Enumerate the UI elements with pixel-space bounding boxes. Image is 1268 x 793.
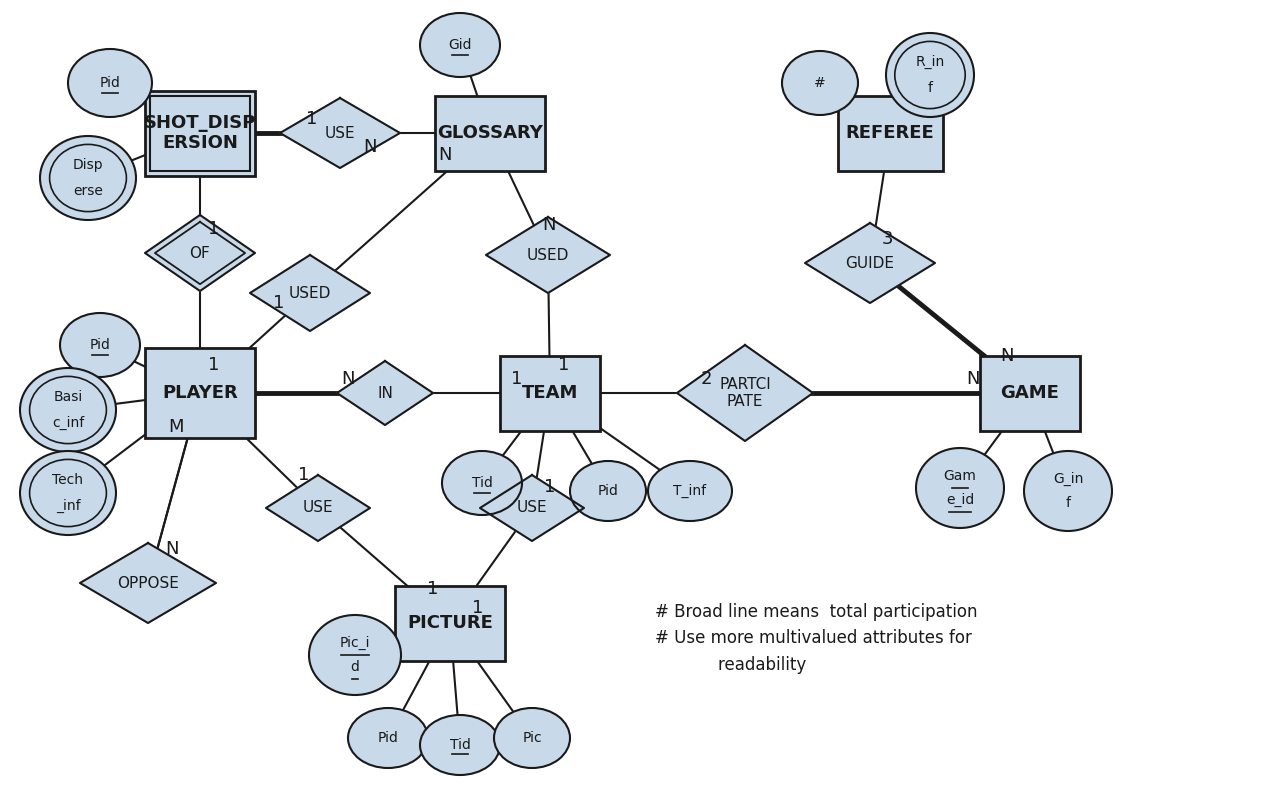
Text: 1: 1 <box>208 356 219 374</box>
Text: Pid: Pid <box>597 484 619 498</box>
Text: Tid: Tid <box>472 476 492 490</box>
Ellipse shape <box>41 136 136 220</box>
Text: IN: IN <box>377 385 393 400</box>
Text: # Use more multivalued attributes for: # Use more multivalued attributes for <box>656 630 971 647</box>
Text: USE: USE <box>516 500 548 515</box>
Text: 1: 1 <box>298 466 309 484</box>
Text: Pic_i: Pic_i <box>340 636 370 650</box>
Text: USE: USE <box>303 500 333 515</box>
Ellipse shape <box>60 313 139 377</box>
Text: 1: 1 <box>472 600 483 617</box>
Ellipse shape <box>443 451 522 515</box>
Text: N: N <box>543 216 555 234</box>
Text: 1: 1 <box>558 356 569 374</box>
Ellipse shape <box>495 708 571 768</box>
Text: M: M <box>169 418 184 436</box>
Text: #: # <box>814 76 825 90</box>
Polygon shape <box>805 223 935 303</box>
Ellipse shape <box>915 448 1004 528</box>
Text: Pid: Pid <box>100 76 120 90</box>
FancyBboxPatch shape <box>837 95 942 170</box>
Ellipse shape <box>648 461 732 521</box>
FancyBboxPatch shape <box>500 355 600 431</box>
Text: 2: 2 <box>700 370 711 388</box>
Text: GUIDE: GUIDE <box>846 255 894 270</box>
Polygon shape <box>145 215 255 291</box>
Polygon shape <box>250 255 370 331</box>
Text: 1: 1 <box>511 370 522 388</box>
Ellipse shape <box>420 715 500 775</box>
Text: N: N <box>437 146 451 163</box>
Text: 1: 1 <box>427 580 439 599</box>
FancyBboxPatch shape <box>145 90 255 175</box>
Text: c_inf: c_inf <box>52 416 84 430</box>
Polygon shape <box>80 543 216 623</box>
Ellipse shape <box>1025 451 1112 531</box>
Ellipse shape <box>420 13 500 77</box>
Text: Tid: Tid <box>450 738 470 752</box>
Ellipse shape <box>886 33 974 117</box>
Text: # Broad line means  total participation: # Broad line means total participation <box>656 603 978 621</box>
Text: Pic: Pic <box>522 731 541 745</box>
Text: USE: USE <box>325 125 355 140</box>
Polygon shape <box>677 345 813 441</box>
Text: erse: erse <box>74 184 103 197</box>
Text: Basi: Basi <box>53 390 82 404</box>
Polygon shape <box>486 217 610 293</box>
Polygon shape <box>337 361 432 425</box>
Ellipse shape <box>309 615 401 695</box>
Text: f: f <box>927 81 932 94</box>
Text: Tech: Tech <box>52 473 84 488</box>
Text: N: N <box>341 370 355 388</box>
Polygon shape <box>266 475 370 541</box>
Text: 1: 1 <box>544 478 555 496</box>
Text: Pid: Pid <box>378 731 398 745</box>
Ellipse shape <box>20 368 115 452</box>
Text: Pid: Pid <box>90 338 110 352</box>
Text: OF: OF <box>190 246 210 260</box>
Text: GAME: GAME <box>1000 384 1060 402</box>
Polygon shape <box>481 475 585 541</box>
Text: SHOT_DISP
ERSION: SHOT_DISP ERSION <box>143 113 256 152</box>
Text: Disp: Disp <box>72 159 103 172</box>
Text: 3: 3 <box>883 230 894 248</box>
FancyBboxPatch shape <box>980 355 1080 431</box>
Text: TEAM: TEAM <box>522 384 578 402</box>
FancyBboxPatch shape <box>396 585 505 661</box>
FancyBboxPatch shape <box>145 348 255 438</box>
Text: _inf: _inf <box>56 499 80 512</box>
Text: USED: USED <box>289 285 331 301</box>
Text: T_inf: T_inf <box>673 484 706 498</box>
FancyBboxPatch shape <box>435 95 545 170</box>
Polygon shape <box>280 98 399 168</box>
Text: G_in: G_in <box>1052 472 1083 486</box>
Text: N: N <box>165 540 179 557</box>
Text: e_id: e_id <box>946 493 974 507</box>
Ellipse shape <box>68 49 152 117</box>
Text: REFEREE: REFEREE <box>846 124 935 142</box>
Text: N: N <box>966 370 980 388</box>
Text: 1: 1 <box>208 220 219 238</box>
Text: PLAYER: PLAYER <box>162 384 238 402</box>
Text: N: N <box>1000 347 1013 365</box>
Text: Gid: Gid <box>449 38 472 52</box>
Ellipse shape <box>20 451 115 535</box>
Text: GLOSSARY: GLOSSARY <box>437 124 543 142</box>
Text: N: N <box>363 138 377 156</box>
Text: 1: 1 <box>307 110 318 128</box>
Text: PICTURE: PICTURE <box>407 614 493 632</box>
Text: R_in: R_in <box>915 56 945 70</box>
Text: PARTCI
PATE: PARTCI PATE <box>719 377 771 409</box>
Text: OPPOSE: OPPOSE <box>117 576 179 591</box>
Ellipse shape <box>347 708 429 768</box>
Text: USED: USED <box>526 247 569 262</box>
Text: d: d <box>350 660 359 674</box>
Text: f: f <box>1065 496 1070 510</box>
Text: readability: readability <box>656 656 806 674</box>
Ellipse shape <box>571 461 645 521</box>
Text: Gam: Gam <box>943 469 976 483</box>
Text: 1: 1 <box>273 293 284 312</box>
Ellipse shape <box>782 51 858 115</box>
